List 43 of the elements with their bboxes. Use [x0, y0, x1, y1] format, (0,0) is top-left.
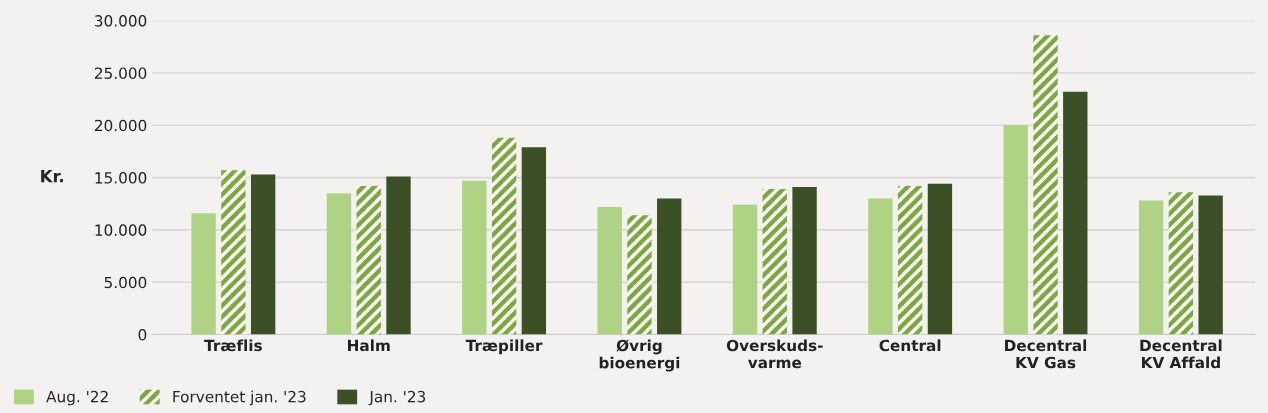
x-tick-label: Træflis [204, 339, 262, 352]
bar [897, 185, 923, 335]
y-tick-label: 15.000 [95, 172, 147, 184]
bar [326, 193, 352, 335]
bar [792, 187, 817, 335]
bar [462, 180, 487, 335]
x-tick-label: Central [879, 339, 941, 352]
bar [1198, 195, 1223, 335]
bar [1033, 35, 1058, 335]
bar [1168, 192, 1194, 335]
bar [356, 185, 381, 335]
bar [732, 204, 758, 335]
y-tick-label: 5.000 [104, 276, 147, 289]
bar [386, 176, 411, 335]
bar [1003, 125, 1028, 335]
bar [221, 170, 246, 335]
x-tick-label: Decentral KV Gas [1005, 339, 1087, 369]
y-tick-label: 0 [138, 329, 147, 341]
legend-label: Forventet jan. '23 [173, 390, 306, 406]
bar [762, 189, 787, 335]
bar [191, 213, 216, 335]
bar [1138, 200, 1164, 335]
bar [657, 198, 682, 335]
y-tick-label: 25.000 [94, 67, 147, 79]
legend-label: Jan. '23 [368, 390, 426, 406]
x-tick-label: Øvrig bioenergi [599, 339, 680, 372]
bar [1063, 91, 1088, 335]
x-tick-label: Overskuds- varme [726, 339, 823, 369]
bar [250, 174, 276, 335]
y-tick-label: 10.000 [95, 224, 147, 236]
y-tick-label: 20.000 [94, 119, 147, 132]
x-tick-label: Træpiller [465, 339, 543, 355]
bar [521, 147, 547, 335]
bar [597, 206, 622, 335]
bar [627, 215, 652, 335]
bar [491, 137, 517, 335]
y-axis-title: Kr. [41, 170, 64, 183]
legend-label: Aug. '22 [46, 390, 108, 406]
bar [868, 198, 893, 335]
y-tick-label: 30.000 [95, 15, 147, 27]
x-tick-label: Decentral KV Affald [1140, 339, 1222, 369]
x-tick-label: Halm [348, 339, 390, 352]
bar [927, 183, 953, 335]
